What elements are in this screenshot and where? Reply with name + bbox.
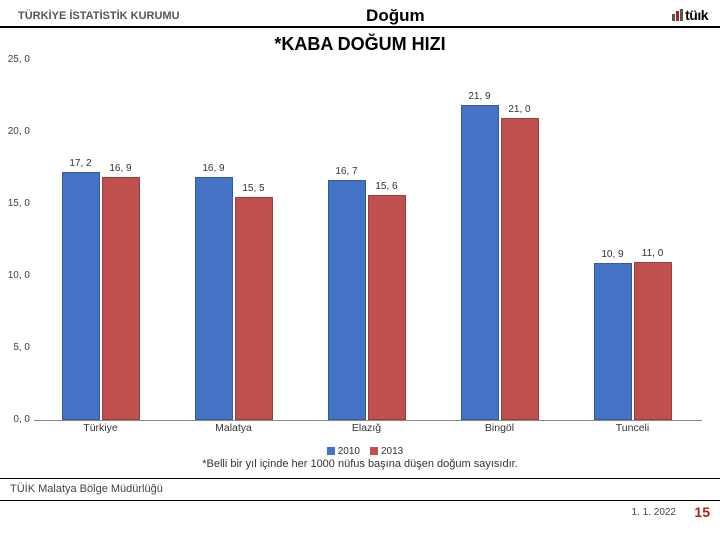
legend-swatch xyxy=(370,447,378,455)
bar-value-label: 10, 9 xyxy=(593,249,633,260)
bar xyxy=(102,177,140,420)
ytick: 15, 0 xyxy=(4,198,30,209)
category-label: Türkiye xyxy=(41,422,161,434)
footer-rule-1 xyxy=(0,478,720,479)
bar xyxy=(62,172,100,420)
footer-page: 15 xyxy=(694,504,710,520)
x-axis xyxy=(34,420,702,421)
category-label: Elazığ xyxy=(307,422,427,434)
ytick: 0, 0 xyxy=(4,414,30,425)
legend-label: 2010 xyxy=(338,446,360,457)
chart: 0, 05, 010, 015, 020, 025, 0Türkiye17, 2… xyxy=(34,60,702,442)
legend: 2010 2013 xyxy=(0,446,720,457)
bar-value-label: 21, 9 xyxy=(460,91,500,102)
footer-rule-2 xyxy=(0,500,720,501)
bar xyxy=(328,180,366,420)
ytick: 10, 0 xyxy=(4,270,30,281)
org-name: TÜRKİYE İSTATİSTİK KURUMU xyxy=(18,10,180,22)
category-label: Malatya xyxy=(174,422,294,434)
chart-title: *KABA DOĞUM HIZI xyxy=(0,34,720,55)
ytick: 20, 0 xyxy=(4,126,30,137)
footer-date: 1. 1. 2022 xyxy=(632,507,676,518)
bar-value-label: 17, 2 xyxy=(61,158,101,169)
bar-value-label: 15, 5 xyxy=(234,183,274,194)
bar xyxy=(195,177,233,420)
footer-left: TÜİK Malatya Bölge Müdürlüğü xyxy=(10,483,163,495)
category-label: Bingöl xyxy=(440,422,560,434)
logo: tüık xyxy=(671,7,708,25)
header-rule xyxy=(0,26,720,28)
bar xyxy=(501,118,539,420)
bar-value-label: 16, 9 xyxy=(194,163,234,174)
section-title: Doğum xyxy=(366,6,425,26)
bar-value-label: 16, 9 xyxy=(101,163,141,174)
bar xyxy=(461,105,499,420)
bar xyxy=(594,263,632,420)
bar xyxy=(235,197,273,420)
bar xyxy=(634,262,672,420)
bar xyxy=(368,195,406,420)
bar-value-label: 11, 0 xyxy=(633,248,673,259)
header: TÜRKİYE İSTATİSTİK KURUMU Doğum tüık xyxy=(0,0,720,28)
logo-text: tüık xyxy=(685,7,708,23)
category-label: Tunceli xyxy=(573,422,693,434)
plot-area: 0, 05, 010, 015, 020, 025, 0Türkiye17, 2… xyxy=(34,60,702,420)
ytick: 5, 0 xyxy=(4,342,30,353)
ytick: 25, 0 xyxy=(4,54,30,65)
bar-value-label: 15, 6 xyxy=(367,181,407,192)
legend-swatch xyxy=(327,447,335,455)
legend-label: 2013 xyxy=(381,446,403,457)
bar-value-label: 16, 7 xyxy=(327,166,367,177)
logo-mark-icon xyxy=(671,8,685,25)
bar-value-label: 21, 0 xyxy=(500,104,540,115)
footnote: *Belli bir yıl içinde her 1000 nüfus baş… xyxy=(0,458,720,470)
